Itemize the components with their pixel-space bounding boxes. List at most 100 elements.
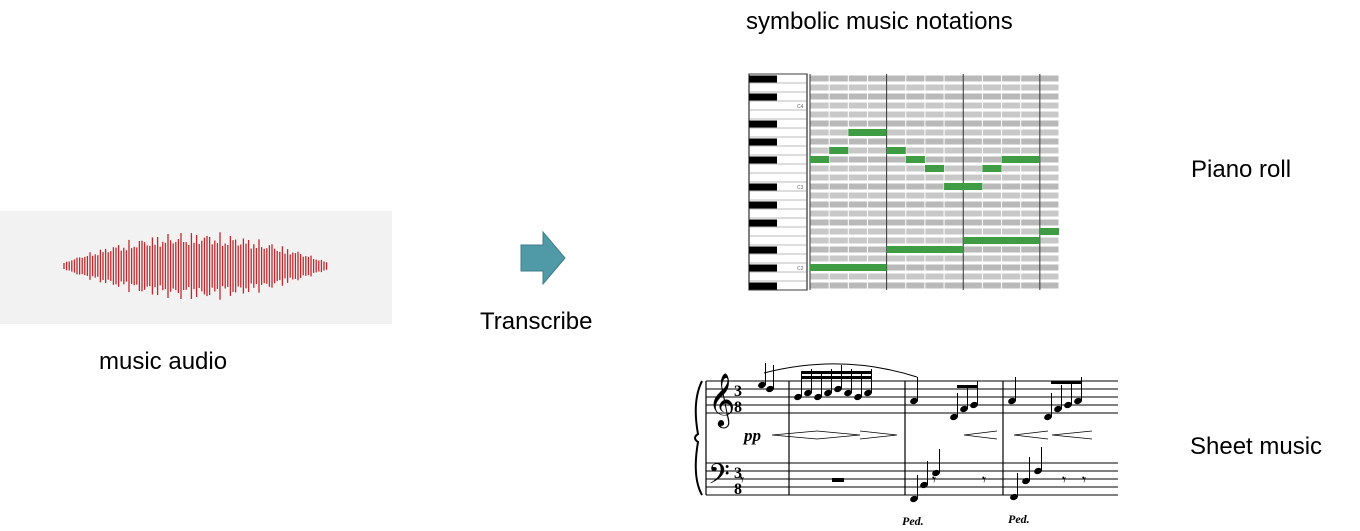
notehead: [910, 397, 918, 405]
key-label: C2: [797, 266, 804, 272]
music-audio-label: music audio: [99, 348, 228, 375]
dynamic-marking: pp: [742, 426, 761, 445]
notehead: [758, 381, 766, 389]
roll-lane: [810, 228, 1059, 235]
black-key: [749, 282, 777, 290]
black-key: [749, 201, 777, 209]
arrow-right-icon: [520, 231, 566, 285]
notehead: [844, 389, 852, 397]
notehead: [1064, 401, 1072, 409]
key-label: C4: [797, 104, 804, 110]
black-key: [749, 75, 777, 83]
roll-lane: [810, 93, 1059, 100]
pedal-marking: Ped.: [902, 514, 924, 528]
black-key: [749, 264, 777, 272]
time-signature-denominator: 8: [734, 399, 742, 416]
time-signature-denominator: 8: [734, 481, 742, 498]
beam: [1051, 381, 1082, 384]
sheet-music-label: Sheet music: [1190, 433, 1323, 460]
brace: [694, 380, 703, 496]
hairpin: [816, 430, 861, 440]
piano-roll-note: [1039, 228, 1059, 235]
hairpin: [1013, 430, 1049, 440]
hairpin: [963, 430, 998, 440]
slur: [763, 363, 918, 378]
pedal-marking: Ped.: [1008, 512, 1030, 526]
roll-lane: [810, 255, 1059, 262]
piano-roll-note: [1001, 156, 1040, 163]
black-key: [749, 138, 777, 146]
roll-lane: [810, 201, 1059, 208]
rest: 𝄾: [1082, 472, 1086, 489]
hairpin: [1051, 430, 1093, 440]
black-key: [749, 93, 777, 101]
roll-lane: [810, 264, 1059, 271]
notehead: [1022, 477, 1030, 485]
black-key: [749, 183, 777, 191]
hairpin: [859, 430, 898, 440]
notehead: [834, 385, 842, 393]
notehead: [824, 389, 832, 397]
bass-clef: 𝄢: [708, 460, 730, 497]
notehead: [960, 405, 968, 413]
notehead: [1034, 467, 1042, 475]
piano-roll-note: [810, 264, 887, 271]
piano-roll-note: [810, 156, 830, 163]
notehead: [970, 401, 978, 409]
roll-lane: [810, 138, 1059, 145]
notehead: [932, 469, 940, 477]
piano-roll-note: [982, 165, 1002, 172]
piano-roll-note: [848, 129, 887, 136]
roll-lane: [810, 273, 1059, 280]
black-key: [749, 219, 777, 227]
key-label: C3: [797, 185, 804, 191]
notehead: [794, 393, 802, 401]
roll-lane: [810, 75, 1059, 82]
roll-lane: [810, 237, 1059, 244]
roll-lane: [810, 84, 1059, 91]
roll-lane: [810, 156, 1059, 163]
rest: 𝄾: [982, 472, 986, 489]
piano-roll-note: [963, 237, 1040, 244]
piano-roll-note: [944, 183, 983, 190]
time-signature-numerator: 3: [734, 383, 742, 400]
beam: [801, 371, 872, 374]
piano-roll-label: Piano roll: [1191, 156, 1292, 183]
roll-lane: [810, 174, 1059, 181]
notehead: [920, 481, 928, 489]
roll-lane: [810, 147, 1059, 154]
transcribe-label: Transcribe: [480, 308, 593, 335]
notehead: [766, 385, 774, 393]
notehead: [950, 413, 958, 421]
notehead: [854, 393, 862, 401]
notehead: [1044, 413, 1052, 421]
audio-panel: [0, 211, 392, 324]
roll-lane: [810, 183, 1059, 190]
roll-lane: [810, 282, 1059, 289]
black-key: [749, 156, 777, 164]
whole-rest: [832, 478, 844, 482]
notehead: [1054, 405, 1062, 413]
rest: 𝄾: [1062, 472, 1066, 489]
roll-lane: [810, 129, 1059, 136]
hairpin: [771, 430, 818, 440]
notehead: [910, 495, 918, 503]
notehead: [804, 389, 812, 397]
rest: 𝄾: [740, 472, 744, 489]
roll-lane: [810, 111, 1059, 118]
diagram-title: symbolic music notations: [746, 8, 1013, 35]
notehead: [864, 389, 872, 397]
roll-lane: [810, 120, 1059, 127]
piano-roll-note: [886, 147, 906, 154]
notehead: [1074, 397, 1082, 405]
piano-roll-note: [924, 165, 945, 172]
rest: 𝄾: [932, 472, 936, 489]
beam: [957, 385, 978, 388]
treble-clef: 𝄞: [708, 373, 735, 428]
time-signature-numerator: 3: [734, 465, 742, 482]
piano-roll: C4 C3 C2: [748, 73, 1060, 291]
piano-roll-note: [829, 147, 849, 154]
black-key: [749, 246, 777, 254]
waveform-icon: [63, 232, 328, 300]
